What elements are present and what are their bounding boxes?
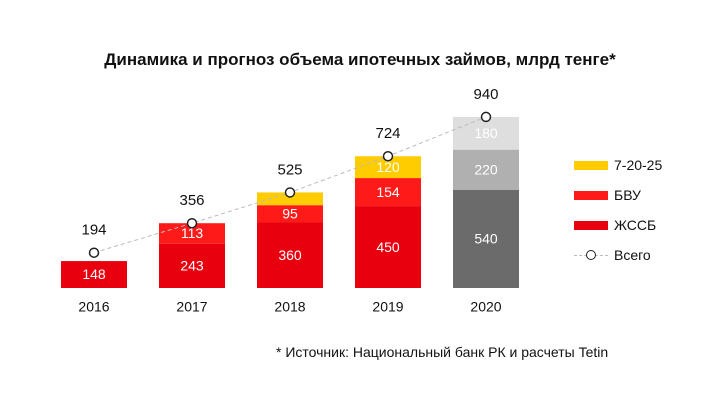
data-label: 95 xyxy=(282,206,298,222)
total-point xyxy=(284,187,296,198)
source-note: * Источник: Национальный банк РК и расче… xyxy=(276,344,609,360)
data-label: 120 xyxy=(376,159,400,175)
data-label: 154 xyxy=(376,184,400,200)
total-point xyxy=(382,150,394,162)
total-point xyxy=(186,217,198,229)
legend-label: 7-20-25 xyxy=(614,157,663,173)
bar-segment xyxy=(159,243,225,288)
data-label: 180 xyxy=(474,125,498,141)
data-label: 220 xyxy=(474,161,498,177)
legend-item-bvu: БВУ xyxy=(574,180,662,210)
x-tick-label: 2020 xyxy=(470,299,501,315)
legend-line-marker xyxy=(574,249,608,260)
total-point xyxy=(480,111,492,123)
bar-segment xyxy=(453,149,519,190)
data-label: 243 xyxy=(180,258,204,274)
bar-segment xyxy=(453,116,519,150)
x-tick-label: 2018 xyxy=(274,299,305,315)
bar-segment xyxy=(355,178,421,207)
total-label: 525 xyxy=(277,161,302,178)
chart-title: Динамика и прогноз объема ипотечных займ… xyxy=(104,50,616,69)
data-label: 540 xyxy=(474,231,498,247)
x-tick-label: 2016 xyxy=(78,299,109,315)
x-tick-label: 2017 xyxy=(176,299,207,315)
legend-swatch-7-20-25 xyxy=(574,160,608,170)
total-label: 724 xyxy=(375,125,400,142)
legend-item-zhssb: ЖССБ xyxy=(574,210,662,240)
bar-segment xyxy=(355,206,421,288)
bar-segment xyxy=(257,205,323,223)
total-label: 356 xyxy=(179,192,204,209)
legend-label: БВУ xyxy=(614,187,641,203)
data-label: 450 xyxy=(376,239,400,255)
legend-label: Всего xyxy=(614,247,651,263)
total-point xyxy=(88,247,100,258)
legend-swatch-bvu xyxy=(574,190,608,200)
data-label: 360 xyxy=(278,247,302,263)
legend-label: ЖССБ xyxy=(614,217,657,233)
bar-segment xyxy=(453,189,519,288)
legend-item-total: Всего xyxy=(574,240,662,270)
data-label: 148 xyxy=(82,266,106,282)
legend-item-7-20-25: 7-20-25 xyxy=(574,150,662,180)
bar-segment xyxy=(61,261,127,288)
data-label: 113 xyxy=(181,225,204,241)
total-label: 194 xyxy=(81,222,106,239)
chart-legend: 7-20-25 БВУ ЖССБ Всего xyxy=(574,150,662,270)
bar-segment xyxy=(257,192,323,206)
x-tick-label: 2019 xyxy=(372,299,403,315)
bar-segment xyxy=(257,222,323,288)
bar-segment xyxy=(355,156,421,179)
legend-swatch-zhssb xyxy=(574,220,608,230)
total-label: 940 xyxy=(473,86,498,103)
